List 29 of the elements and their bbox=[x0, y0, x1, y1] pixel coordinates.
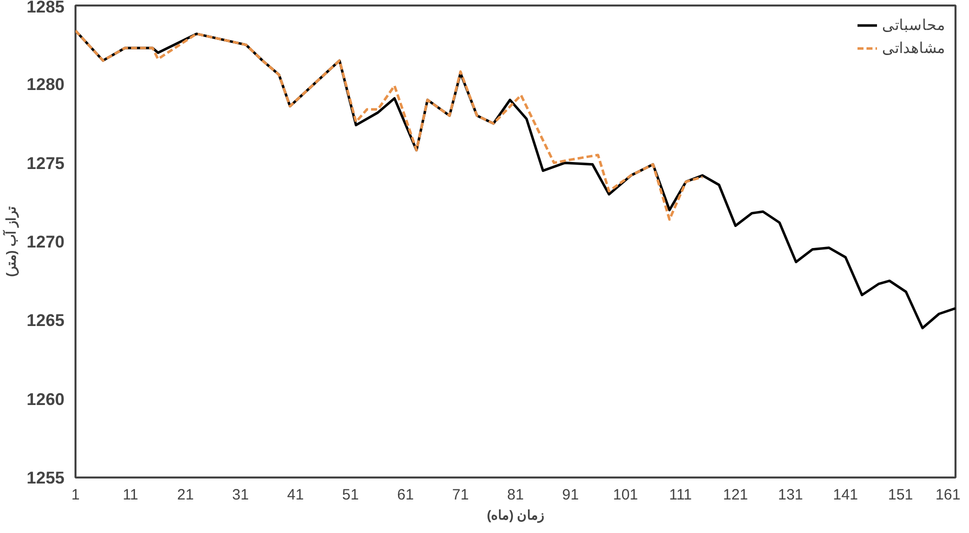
y-tick-label: 1255 bbox=[26, 468, 65, 488]
x-tick-label: 41 bbox=[287, 486, 304, 504]
x-tick-label: 151 bbox=[888, 486, 914, 504]
legend-label: مشاهداتی bbox=[882, 39, 945, 57]
y-tick-label: 1275 bbox=[26, 154, 65, 173]
x-tick-label: 31 bbox=[232, 486, 249, 504]
x-tick-label: 111 bbox=[669, 486, 692, 504]
y-axis-title: تراز آب (متر) bbox=[2, 206, 20, 277]
x-tick-label: 131 bbox=[778, 486, 804, 504]
y-tick-label: 1260 bbox=[26, 390, 65, 409]
legend-label: محاسباتی bbox=[882, 16, 945, 34]
x-tick-label: 51 bbox=[342, 486, 359, 504]
x-tick-label: 81 bbox=[507, 486, 524, 504]
x-axis-title: زمان (ماه) bbox=[486, 508, 544, 524]
x-tick-label: 101 bbox=[612, 486, 638, 504]
y-tick-label: 1265 bbox=[26, 311, 65, 330]
x-tick-label: 11 bbox=[122, 486, 138, 504]
y-tick-label: 1270 bbox=[26, 232, 65, 252]
y-tick-label: 1280 bbox=[26, 75, 65, 94]
line-series bbox=[76, 29, 704, 221]
x-tick-label: 141 bbox=[832, 486, 858, 504]
x-tick-label: 161 bbox=[935, 486, 961, 504]
x-tick-label: 121 bbox=[722, 486, 748, 504]
x-tick-label: 61 bbox=[397, 486, 414, 504]
y-tick-label: 1285 bbox=[26, 0, 65, 16]
x-tick-label: 1 bbox=[71, 486, 80, 504]
x-tick-label: 91 bbox=[562, 486, 579, 504]
x-tick-label: 71 bbox=[452, 486, 469, 504]
x-tick-label: 21 bbox=[177, 486, 194, 504]
